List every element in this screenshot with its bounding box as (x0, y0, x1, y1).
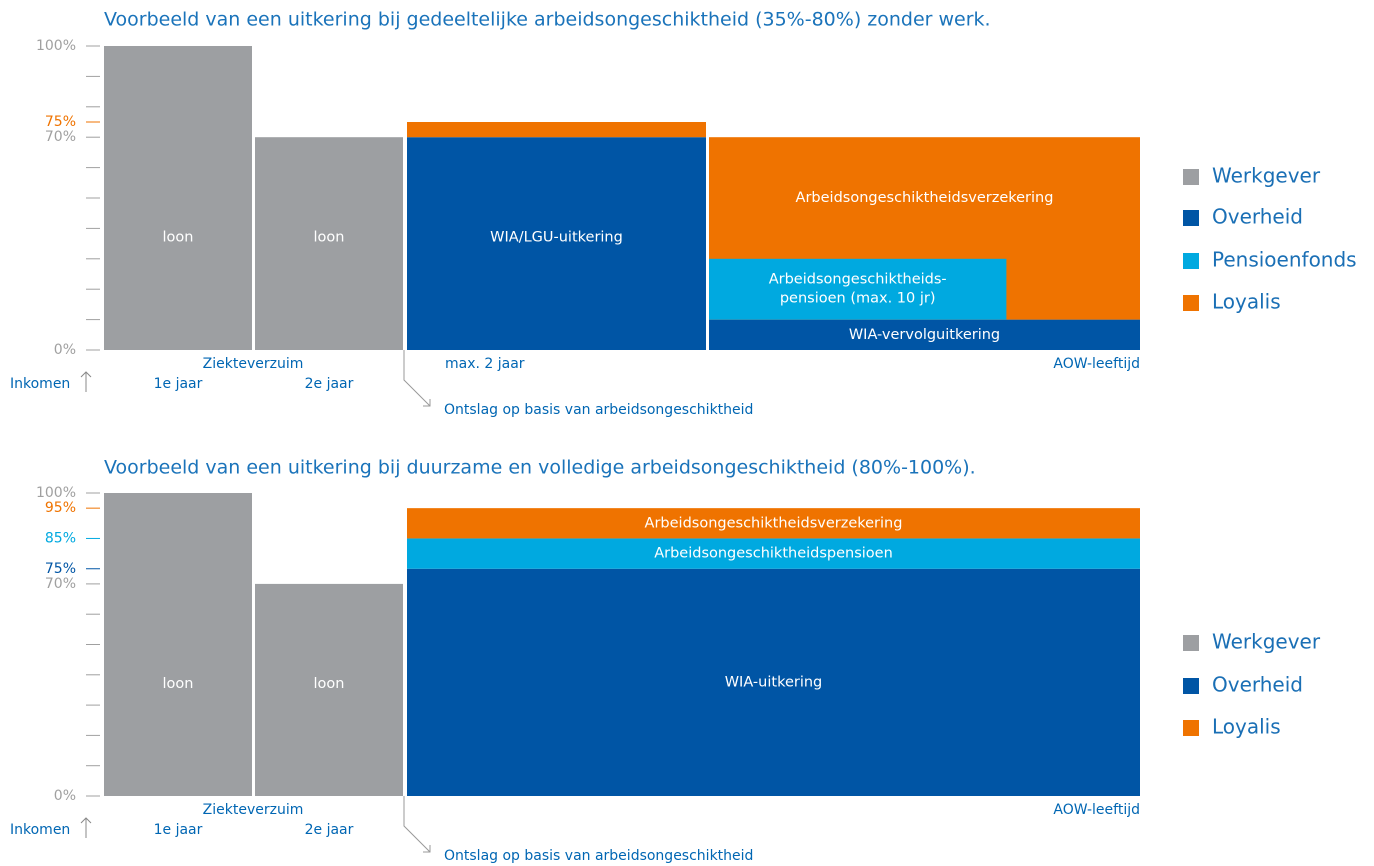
y-tick-label: 95% (45, 500, 76, 516)
axis-label: Inkomen (10, 376, 70, 392)
block (407, 568, 1140, 796)
period-label: 2e jaar (305, 376, 354, 392)
legend-label: Loyalis (1212, 290, 1281, 314)
chart-title: Voorbeeld van een uitkering bij duurzame… (104, 457, 976, 479)
block (709, 258, 1007, 320)
block-label: Arbeidsongeschiktheidsverzekering (796, 190, 1054, 206)
chart-title: Voorbeeld van een uitkering bij gedeelte… (104, 9, 991, 31)
block-label: WIA-vervolguitkering (849, 327, 1000, 343)
block-label: Arbeidsongeschiktheidsverzekering (645, 515, 903, 531)
legend-swatch (1183, 169, 1199, 185)
block (255, 137, 403, 350)
block-label: WIA/LGU-uitkering (490, 230, 623, 246)
axis-arrow (80, 817, 92, 838)
event-arrow (403, 796, 431, 853)
block (709, 319, 1140, 350)
block-label: pensioen (max. 10 jr) (780, 291, 936, 307)
legend-label: Overheid (1212, 673, 1303, 697)
legend-swatch (1183, 295, 1199, 311)
block-label: loon (314, 676, 345, 692)
period-label: 1e jaar (154, 822, 203, 838)
block-label: Arbeidsongeschiktheids- (769, 272, 947, 288)
event-arrow (403, 350, 431, 407)
legend-label: Pensioenfonds (1212, 248, 1357, 272)
axis-arrow (80, 371, 92, 392)
y-tick-label: 75% (45, 114, 76, 130)
block (104, 493, 252, 796)
start-label: max. 2 jaar (445, 356, 525, 372)
event-label: Ontslag op basis van arbeidsongeschikthe… (444, 402, 753, 418)
legend-swatch (1183, 635, 1199, 651)
block (255, 583, 403, 796)
legend-label: Werkgever (1212, 630, 1321, 654)
block-label: loon (163, 230, 194, 246)
y-tick-label: 0% (54, 342, 76, 358)
end-label: AOW-leeftijd (1053, 802, 1140, 818)
y-tick-label: 70% (45, 129, 76, 145)
y-tick-label: 85% (45, 530, 76, 546)
legend-label: Loyalis (1212, 715, 1281, 739)
legend-label: Overheid (1212, 205, 1303, 229)
block (407, 538, 1140, 569)
y-tick-label: 70% (45, 576, 76, 592)
period-label: 1e jaar (154, 376, 203, 392)
legend-swatch (1183, 253, 1199, 269)
event-label: Ontslag op basis van arbeidsongeschikthe… (444, 848, 753, 864)
legend-swatch (1183, 678, 1199, 694)
block (407, 508, 1140, 539)
group-label: Ziekteverzuim (203, 356, 304, 372)
y-tick-label: 100% (36, 485, 76, 501)
y-tick-label: 100% (36, 38, 76, 54)
group-label: Ziekteverzuim (203, 802, 304, 818)
period-label: 2e jaar (305, 822, 354, 838)
block (407, 122, 706, 138)
legend-label: Werkgever (1212, 164, 1321, 188)
block-label: loon (163, 676, 194, 692)
legend-swatch (1183, 720, 1199, 736)
block (407, 137, 706, 350)
block-label: WIA-uitkering (725, 674, 823, 690)
axis-label: Inkomen (10, 822, 70, 838)
y-tick-label: 0% (54, 788, 76, 804)
legend-swatch (1183, 210, 1199, 226)
block-label: loon (314, 230, 345, 246)
end-label: AOW-leeftijd (1053, 356, 1140, 372)
block (104, 46, 252, 350)
y-tick-label: 75% (45, 561, 76, 577)
block-label: Arbeidsongeschiktheidspensioen (654, 546, 893, 562)
